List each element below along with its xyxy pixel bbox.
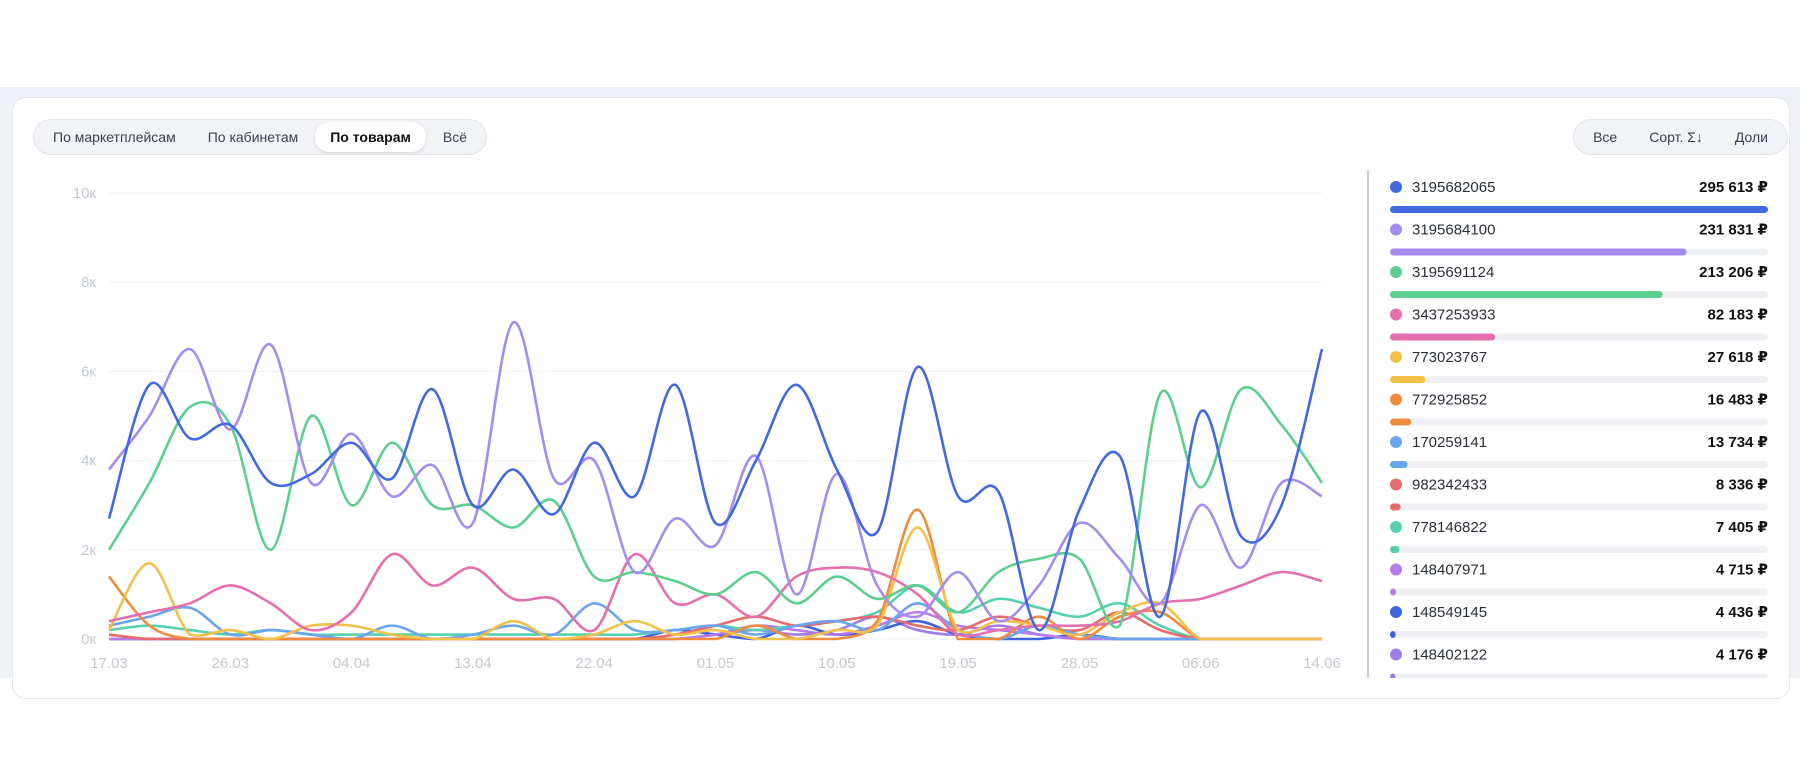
legend-total: 4 176 ₽ [1716,647,1768,664]
x-tick-label: 22.04 [575,655,613,672]
line-series [108,602,1322,641]
legend-bar [1390,333,1496,341]
legend-total: 4 715 ₽ [1716,562,1768,579]
legend-dot [1390,308,1402,321]
legend-label: 3195684100 [1412,222,1495,239]
legend-bar [1390,461,1408,468]
tab-button[interactable]: Всё [442,129,467,145]
legend-label: 773023767 [1412,349,1487,366]
tab-button[interactable]: По маркетплейсам [53,129,176,145]
line-series [107,348,1324,632]
x-tick-label: 06.06 [1182,655,1220,672]
legend-dot [1390,393,1402,406]
y-tick-label: 2к [81,542,96,559]
button-group: Все Сорт. Σ↓ Доли [1573,119,1788,155]
legend-dot [1390,521,1402,533]
legend-track [1390,503,1768,511]
tab-button[interactable]: Сорт. Σ↓ [1649,129,1703,145]
legend-label: 3437253933 [1412,307,1495,324]
legend-bar [1390,248,1687,256]
legend-track [1390,418,1768,426]
legend-label: 170259141 [1412,434,1487,451]
tab-button[interactable]: По кабинетам [207,129,299,145]
legend-label: 148402122 [1412,647,1487,664]
y-tick-label: 0к [81,631,96,648]
card: По маркетплейсам По кабинетам По товарам Вс… [12,97,1790,699]
legend-total: 231 831 ₽ [1699,222,1768,239]
x-tick-label: 13.04 [454,655,492,672]
tab-group: По маркетплейсам По кабинетам По товарам Вс… [33,119,487,155]
legend-label: 778146822 [1412,519,1487,536]
legend-track [1390,461,1768,468]
x-tick-label: 17.03 [90,655,128,672]
legend-dot [1390,266,1402,278]
legend-total: 213 206 ₽ [1699,264,1768,281]
chart: 0к 2к 4к 6к 8к 10к 17.03 26.03 04.04 13.04 22.04 01… [73,170,1768,678]
x-tick-label: 26.03 [212,655,250,672]
y-tick-label: 8к [81,274,96,291]
tab-button[interactable]: Все [1593,129,1618,145]
legend-label: 3195691124 [1412,264,1494,281]
legend-dot [1390,436,1402,448]
line-series [107,321,1323,623]
legend-bar [1390,631,1396,638]
legend-total: 82 183 ₽ [1708,307,1768,324]
legend-bar [1390,673,1396,678]
legend-dot [1390,478,1402,491]
x-tick-label: 01.05 [697,655,735,672]
legend-bar [1390,376,1426,383]
x-tick-label: 28.05 [1061,655,1099,672]
legend-dot [1390,563,1402,576]
legend-track [1390,546,1768,553]
legend-total: 13 734 ₽ [1708,434,1768,451]
legend-track [1390,673,1768,678]
legend-bar [1390,546,1400,553]
legend-dot [1390,181,1402,193]
legend-label: 3195682065 [1412,179,1495,196]
legend-bar [1390,291,1663,298]
legend-bar [1390,503,1401,511]
legend-total: 16 483 ₽ [1708,392,1768,409]
legend-track [1390,588,1768,596]
x-tick-label: 04.04 [333,655,371,672]
legend-label: 772925852 [1412,392,1487,409]
legend-label: 148407971 [1412,562,1487,579]
legend-bar [1390,206,1768,213]
x-tick-label: 10.05 [818,655,856,672]
tab-button[interactable]: По товарам [315,122,426,152]
tab-button[interactable]: Доли [1734,129,1768,145]
legend-track [1390,631,1768,638]
legend-total: 4 436 ₽ [1716,604,1768,621]
legend-bar [1390,418,1412,426]
legend-bar [1390,588,1397,596]
legend-track [1390,376,1768,383]
legend-total: 27 618 ₽ [1708,349,1768,366]
legend-dot [1390,351,1402,363]
x-tick-label: 19.05 [939,655,977,672]
x-tick-label: 14.06 [1303,655,1341,672]
legend-total: 295 613 ₽ [1699,179,1768,196]
legend-dot [1390,648,1402,661]
y-tick-label: 10к [73,185,97,202]
y-tick-label: 4к [81,453,96,470]
legend-dot [1390,606,1402,618]
legend-total: 7 405 ₽ [1716,519,1768,536]
legend-total: 8 336 ₽ [1716,477,1768,494]
legend-dot [1390,223,1402,236]
y-tick-label: 6к [81,363,96,380]
line-series [107,385,1324,629]
legend-label: 982342433 [1412,477,1487,494]
legend-label: 148549145 [1412,604,1487,621]
